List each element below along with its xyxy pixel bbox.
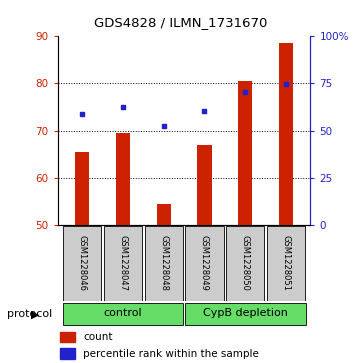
Bar <box>60 332 75 342</box>
Bar <box>104 226 142 301</box>
Bar <box>185 226 224 301</box>
Text: GSM1228049: GSM1228049 <box>200 235 209 291</box>
Point <box>120 104 126 110</box>
Bar <box>144 226 183 301</box>
Text: GDS4828 / ILMN_1731670: GDS4828 / ILMN_1731670 <box>94 16 267 29</box>
Point <box>79 111 85 117</box>
Text: percentile rank within the sample: percentile rank within the sample <box>83 348 259 359</box>
Text: CypB depletion: CypB depletion <box>203 309 288 318</box>
Bar <box>75 152 90 225</box>
Text: GSM1228051: GSM1228051 <box>282 235 291 291</box>
Text: GSM1228047: GSM1228047 <box>118 235 127 291</box>
Bar <box>63 302 183 325</box>
Point <box>161 123 167 129</box>
Text: GSM1228048: GSM1228048 <box>159 235 168 291</box>
Bar <box>185 302 305 325</box>
Bar <box>279 43 293 225</box>
Text: GSM1228046: GSM1228046 <box>78 235 87 291</box>
Bar <box>226 226 264 301</box>
Bar <box>157 204 171 225</box>
Text: ▶: ▶ <box>31 310 39 320</box>
Bar <box>116 133 130 225</box>
Text: control: control <box>104 309 142 318</box>
Bar <box>238 81 252 225</box>
Bar <box>197 145 212 225</box>
Bar <box>267 226 305 301</box>
Text: GSM1228050: GSM1228050 <box>241 235 250 291</box>
Point <box>242 89 248 95</box>
Point <box>201 108 207 114</box>
Bar <box>60 348 75 359</box>
Text: protocol: protocol <box>7 309 52 319</box>
Point <box>283 82 289 87</box>
Bar <box>63 226 101 301</box>
Text: count: count <box>83 332 113 342</box>
